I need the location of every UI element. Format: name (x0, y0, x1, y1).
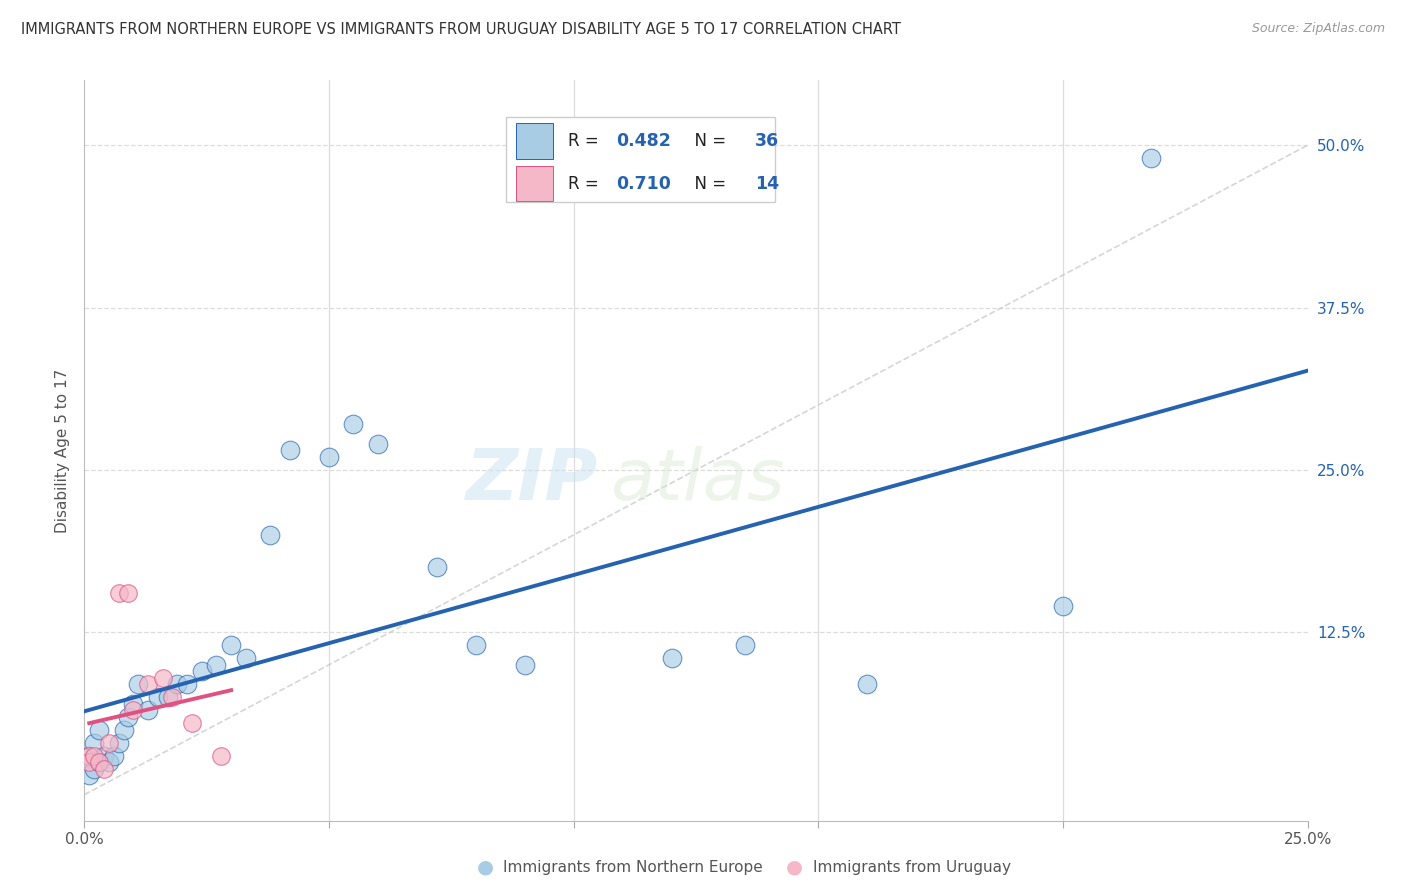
Point (127, 677, 149, 691)
Point (235, 651, 257, 665)
Point (136, 703, 159, 717)
Point (93, 762, 115, 776)
Text: IMMIGRANTS FROM NORTHERN EUROPE VS IMMIGRANTS FROM URUGUAY DISABILITY AGE 5 TO 1: IMMIGRANTS FROM NORTHERN EUROPE VS IMMIG… (21, 22, 901, 37)
Text: atlas: atlas (610, 446, 785, 515)
Point (856, 677, 879, 691)
Text: 36: 36 (755, 132, 779, 150)
Point (219, 638, 242, 652)
Text: R =: R = (568, 132, 603, 150)
Point (342, 417, 364, 432)
Text: 0.710: 0.710 (616, 175, 671, 193)
Point (83, 748, 105, 763)
Point (259, 528, 281, 542)
Point (87, 755, 110, 769)
Point (87, 723, 110, 737)
Point (83, 762, 105, 776)
Point (77, 768, 100, 782)
Point (117, 710, 139, 724)
Point (136, 677, 159, 691)
Text: N =: N = (683, 175, 731, 193)
Point (122, 703, 145, 717)
Text: Source: ZipAtlas.com: Source: ZipAtlas.com (1251, 22, 1385, 36)
Point (426, 560, 449, 574)
Point (318, 450, 340, 464)
Point (162, 690, 184, 705)
Text: 0.482: 0.482 (616, 132, 671, 150)
Point (205, 657, 228, 672)
Text: 14: 14 (755, 175, 779, 193)
Point (93, 748, 115, 763)
Text: R =: R = (568, 175, 603, 193)
Point (734, 638, 756, 652)
Point (367, 437, 389, 451)
Bar (516, 123, 553, 159)
Point (77, 748, 100, 763)
Point (464, 638, 486, 652)
Point (152, 671, 174, 685)
Point (181, 716, 204, 731)
Point (661, 651, 683, 665)
Text: Immigrants from Uruguay: Immigrants from Uruguay (813, 860, 1011, 874)
Text: Immigrants from Northern Europe: Immigrants from Northern Europe (503, 860, 763, 874)
Point (166, 677, 188, 691)
Text: ZIP: ZIP (465, 446, 598, 515)
Point (1140, 151, 1163, 165)
Point (209, 748, 232, 763)
Point (107, 586, 129, 600)
Point (112, 723, 135, 737)
Point (83, 736, 105, 750)
Point (103, 748, 125, 763)
Point (176, 677, 198, 691)
Point (107, 736, 129, 750)
Text: ●: ● (477, 857, 494, 877)
Y-axis label: Disability Age 5 to 17: Disability Age 5 to 17 (55, 368, 70, 533)
Point (97, 736, 120, 750)
Point (97, 755, 120, 769)
Bar (506, 118, 776, 202)
Point (117, 586, 139, 600)
Point (122, 697, 145, 711)
Text: N =: N = (683, 132, 731, 150)
Point (77, 748, 100, 763)
Text: ●: ● (786, 857, 803, 877)
Point (191, 665, 214, 679)
Point (146, 690, 169, 705)
Point (1052, 599, 1074, 614)
Point (77, 755, 100, 769)
Point (156, 690, 179, 705)
Point (278, 443, 301, 458)
Point (513, 657, 536, 672)
Bar (516, 166, 553, 202)
Point (87, 755, 110, 769)
